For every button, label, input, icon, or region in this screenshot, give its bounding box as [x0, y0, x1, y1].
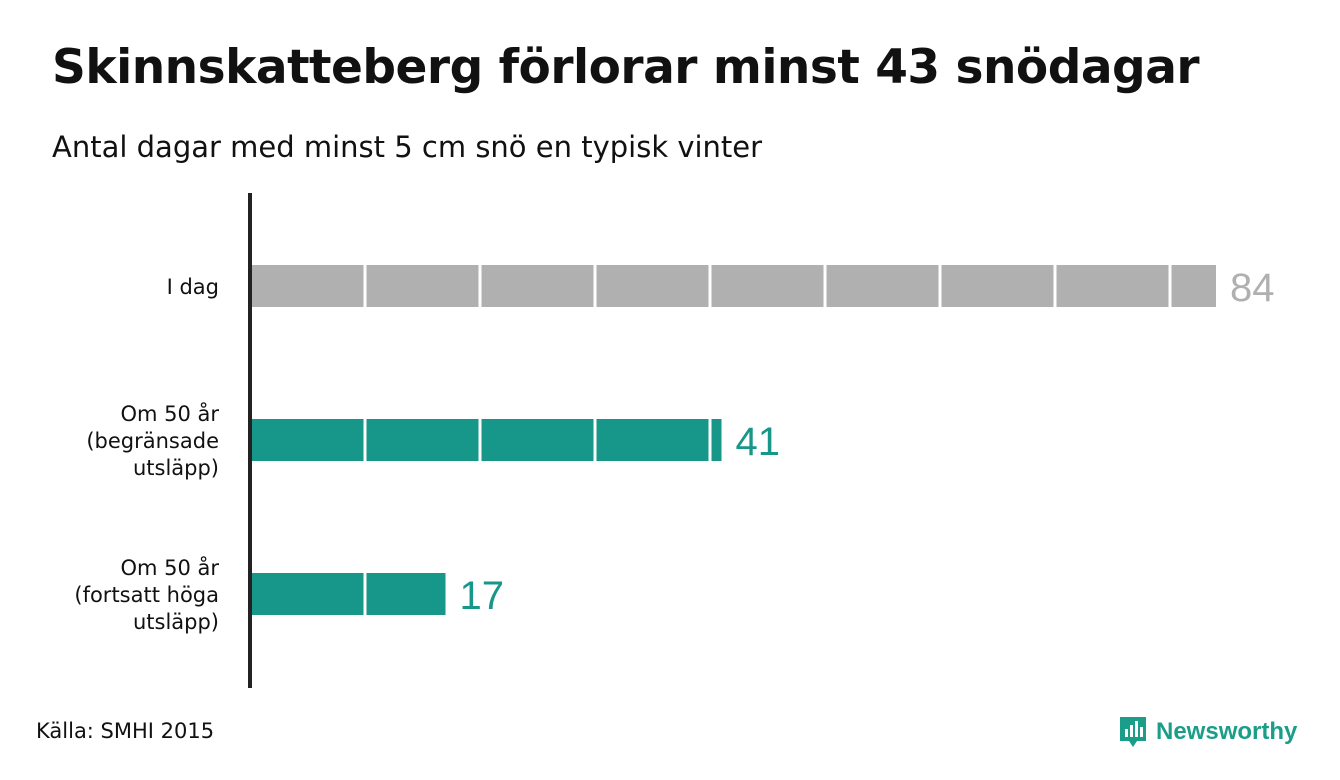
- newsworthy-logo-icon: [1120, 717, 1146, 747]
- value-label: 17: [460, 574, 505, 618]
- brand-name: Newsworthy: [1156, 718, 1298, 745]
- bar-2: [250, 573, 446, 615]
- bar-1: [250, 419, 722, 461]
- category-label: (begränsade: [86, 429, 219, 453]
- value-label: 84: [1230, 266, 1275, 310]
- category-label: (fortsatt höga: [74, 583, 219, 607]
- category-label: utsläpp): [133, 610, 219, 634]
- chart-title: Skinnskatteberg förlorar minst 43 snödag…: [52, 40, 1200, 95]
- bar-0: [250, 265, 1216, 307]
- chart-subtitle: Antal dagar med minst 5 cm snö en typisk…: [52, 130, 763, 164]
- brand-logo: Newsworthy: [1118, 714, 1297, 750]
- category-label: utsläpp): [133, 456, 219, 480]
- source-note: Källa: SMHI 2015: [36, 719, 215, 743]
- category-label: I dag: [167, 275, 219, 299]
- value-label: 41: [736, 420, 781, 464]
- category-label: Om 50 år: [120, 555, 219, 580]
- category-label: Om 50 år: [120, 401, 219, 426]
